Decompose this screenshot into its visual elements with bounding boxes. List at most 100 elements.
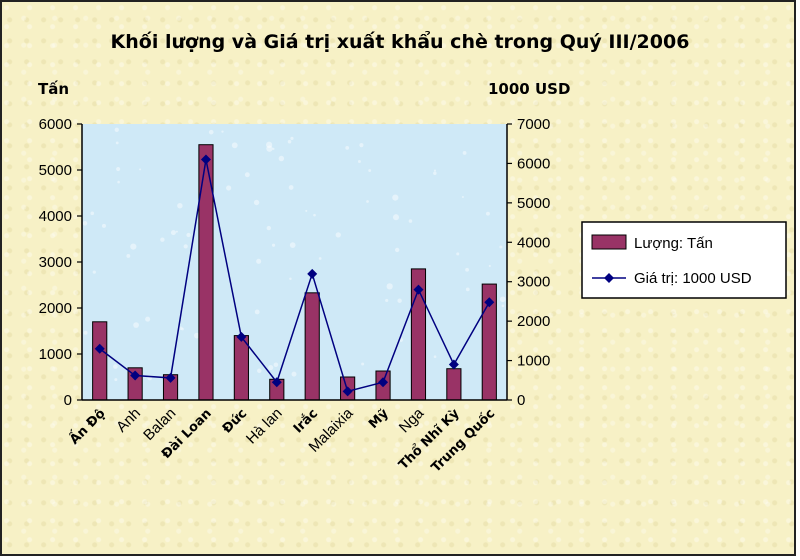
- plot-speckle-dot: [488, 264, 491, 268]
- plot-speckle-dot: [278, 155, 285, 162]
- bar-series: [92, 144, 497, 401]
- right-axis-unit: 1000 USD: [488, 80, 570, 98]
- value-line: [99, 159, 490, 393]
- category-label: Ấn Độ: [65, 404, 109, 448]
- plot-speckle-dot: [113, 364, 118, 369]
- line-point: [165, 372, 176, 383]
- plot-speckle-dot: [397, 298, 402, 303]
- plot-speckle-dot: [114, 127, 119, 132]
- line-point: [94, 343, 105, 354]
- plot-speckle-dot: [273, 362, 279, 368]
- plot-speckle-dot: [433, 355, 437, 359]
- plot-speckle-dot: [433, 171, 437, 175]
- plot-speckle-dot: [287, 139, 292, 144]
- chart-title: Khối lượng và Giá trị xuất khẩu chè tron…: [111, 30, 690, 53]
- plot-speckle-dot: [366, 200, 369, 203]
- line-point: [448, 359, 459, 370]
- plot-speckle-dot: [194, 332, 200, 339]
- plot-speckle-dot: [266, 145, 273, 152]
- plot-speckle-dot: [254, 309, 260, 315]
- plot-speckle-dot: [186, 232, 191, 238]
- line-series: [94, 154, 495, 397]
- left-axis-ticks: 0 1000 2000 3000 4000 5000 6000: [39, 116, 82, 409]
- plot-speckle-dot: [345, 145, 350, 150]
- plot-speckle-dot: [288, 185, 294, 190]
- plot-speckle-dot: [456, 252, 460, 256]
- right-tick-label: 7000: [517, 116, 550, 133]
- plot-speckle-dot: [361, 362, 365, 366]
- plot-speckle-dot: [335, 232, 341, 238]
- right-tick-label: 6000: [517, 155, 550, 172]
- left-tick-label: 1000: [39, 346, 72, 363]
- plot-speckle-dot: [433, 169, 437, 172]
- plot-speckle-dot: [231, 142, 238, 149]
- legend-bar-swatch: [591, 234, 627, 250]
- right-tick-label: 1000: [517, 353, 550, 370]
- left-tick-label: 2000: [39, 300, 72, 317]
- plot-speckle-dot: [145, 316, 151, 322]
- plot-speckle-dot: [268, 364, 274, 371]
- plot-speckle-dot: [318, 257, 322, 260]
- category-label: Anh: [113, 405, 144, 436]
- left-tick-label: 0: [64, 392, 72, 409]
- plot-speckle-dot: [291, 371, 297, 377]
- plot-speckle-dot: [257, 368, 262, 374]
- plot-speckle-dot: [392, 214, 400, 221]
- bar: [92, 321, 108, 401]
- plot-speckle-dot: [408, 219, 413, 223]
- line-point: [271, 377, 282, 388]
- plot-speckle-dot: [133, 322, 139, 328]
- plot-speckle-dot: [177, 202, 183, 209]
- plot-speckle-dot: [265, 141, 273, 148]
- right-tick-label: 2000: [517, 313, 550, 330]
- plot-speckle-dot: [499, 245, 503, 249]
- plot-speckle-dot: [117, 180, 120, 184]
- plot-speckle-dot: [359, 143, 364, 148]
- line-point: [307, 268, 318, 279]
- plot-speckle-dot: [160, 237, 165, 242]
- plot-speckle-dot: [271, 243, 276, 247]
- legend: Lượng: Tấn Giá trị: 1000 USD: [581, 221, 787, 299]
- category-label: Hà lan: [243, 405, 286, 448]
- line-point: [378, 377, 389, 388]
- category-label: Nga: [396, 404, 428, 436]
- left-tick-label: 4000: [39, 208, 72, 225]
- bar: [233, 335, 249, 401]
- plot-speckle-dot: [266, 225, 271, 231]
- plot-speckle-dot: [499, 296, 506, 303]
- plot-speckle-dot: [289, 242, 296, 248]
- plot-speckle-dot: [461, 195, 464, 199]
- right-tick-label: 3000: [517, 274, 550, 291]
- plot-speckle-dot: [244, 172, 250, 178]
- left-tick-label: 3000: [39, 254, 72, 271]
- left-tick-label: 6000: [39, 116, 72, 133]
- plot-speckle-dot: [208, 129, 214, 135]
- plot-speckle-dot: [289, 277, 292, 281]
- legend-line-marker: [604, 273, 614, 283]
- line-point: [342, 386, 353, 397]
- line-point: [130, 370, 141, 381]
- plot-speckle-dot: [305, 209, 308, 212]
- legend-line-label: Giá trị: 1000 USD: [634, 270, 752, 287]
- bar: [446, 368, 462, 401]
- right-tick-label: 4000: [517, 234, 550, 251]
- line-point: [236, 331, 247, 342]
- right-axis-ticks: 0 1000 2000 3000 4000 5000 6000 7000: [507, 116, 550, 409]
- plot-speckle-dot: [90, 211, 95, 216]
- line-point: [484, 297, 495, 308]
- plot-speckle-dot: [386, 283, 393, 290]
- plot-speckle-dot: [126, 254, 131, 258]
- plot-speckle-dot: [181, 327, 184, 331]
- plot-area: [82, 124, 507, 400]
- plot-speckle-dot: [357, 160, 361, 164]
- plot-speckle-dot: [462, 151, 467, 155]
- plot-speckle-dot: [114, 378, 118, 382]
- plot-speckle-dot: [130, 243, 137, 250]
- left-tick-label: 5000: [39, 162, 72, 179]
- plot-speckle-dot: [368, 169, 372, 172]
- plot-speckle-dot: [175, 230, 178, 233]
- plot-speckle-dot: [92, 270, 96, 274]
- plot-speckle-dot: [82, 221, 88, 226]
